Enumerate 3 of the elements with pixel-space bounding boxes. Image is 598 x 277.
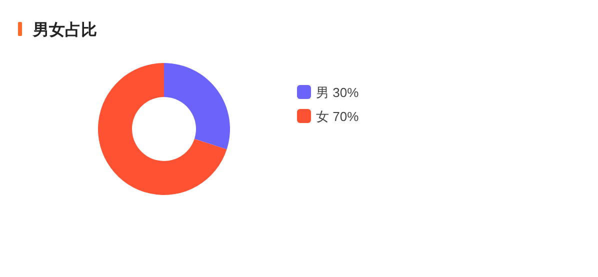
legend-label: 女 70% (316, 109, 360, 124)
legend-label: 男 30% (316, 85, 360, 100)
chart-title: 男女占比 (32, 21, 97, 39)
